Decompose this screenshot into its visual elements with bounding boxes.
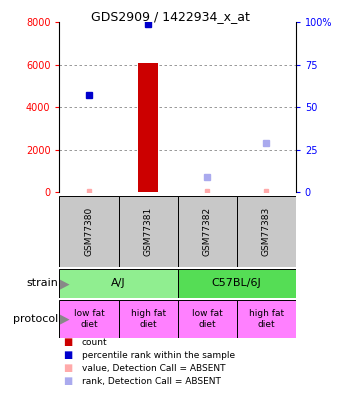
Text: ■: ■ <box>63 376 72 386</box>
Text: value, Detection Call = ABSENT: value, Detection Call = ABSENT <box>82 364 225 373</box>
Text: strain: strain <box>26 279 58 288</box>
Text: GSM77382: GSM77382 <box>203 207 212 256</box>
Text: GSM77380: GSM77380 <box>85 207 94 256</box>
Text: ■: ■ <box>63 363 72 373</box>
Text: high fat
diet: high fat diet <box>249 309 284 328</box>
Text: ■: ■ <box>63 337 72 347</box>
Text: ■: ■ <box>63 350 72 360</box>
Text: protocol: protocol <box>13 314 58 324</box>
Text: GDS2909 / 1422934_x_at: GDS2909 / 1422934_x_at <box>90 10 250 23</box>
Bar <box>237 196 296 267</box>
Bar <box>177 196 237 267</box>
Text: ▶: ▶ <box>60 312 69 326</box>
Bar <box>119 300 177 338</box>
Text: low fat
diet: low fat diet <box>192 309 223 328</box>
Text: high fat
diet: high fat diet <box>131 309 166 328</box>
Text: GSM77383: GSM77383 <box>262 207 271 256</box>
Bar <box>59 269 177 298</box>
Text: percentile rank within the sample: percentile rank within the sample <box>82 351 235 360</box>
Bar <box>119 196 177 267</box>
Text: rank, Detection Call = ABSENT: rank, Detection Call = ABSENT <box>82 377 220 386</box>
Bar <box>59 196 119 267</box>
Text: low fat
diet: low fat diet <box>74 309 104 328</box>
Text: count: count <box>82 338 107 347</box>
Bar <box>59 300 119 338</box>
Text: A/J: A/J <box>111 279 126 288</box>
Text: ▶: ▶ <box>60 277 69 290</box>
Text: C57BL/6J: C57BL/6J <box>212 279 261 288</box>
Bar <box>177 300 237 338</box>
Text: GSM77381: GSM77381 <box>143 207 153 256</box>
Bar <box>237 300 296 338</box>
Bar <box>177 269 296 298</box>
Bar <box>138 63 158 192</box>
